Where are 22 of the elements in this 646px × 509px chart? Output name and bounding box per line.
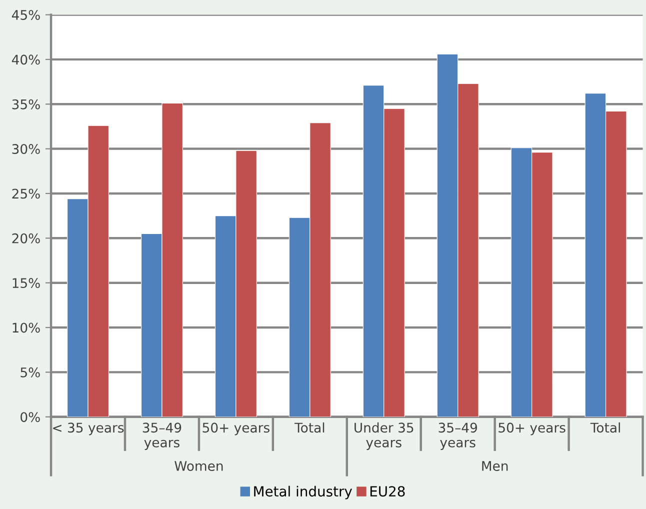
y-tick-label: 15% [12, 278, 40, 288]
x-tick-label: 35–49 years [438, 422, 478, 450]
legend-label: EU28 [370, 486, 405, 497]
y-tick-label: 20% [12, 233, 40, 244]
y-tick-label: 45% [12, 10, 40, 20]
y-tick-label: 35% [12, 99, 40, 110]
x-tick-label: Total [590, 422, 620, 433]
text: Men [482, 461, 508, 471]
x-tick-label: < 35 years [53, 422, 124, 436]
x-tick-label: Total [294, 422, 324, 433]
y-tick-label: 30% [12, 144, 40, 154]
x-tick-label: 35–49 years [142, 422, 182, 450]
x-tick-label: Under 35 years [354, 422, 414, 450]
y-tick-label: 40% [12, 54, 40, 65]
text: Women [174, 461, 223, 471]
legend-label: Metal industry [254, 486, 352, 500]
y-tick-label: 10% [12, 322, 40, 333]
y-tick-label: 25% [12, 188, 40, 199]
x-tick-label: 50+ years [202, 422, 270, 436]
x-tick-label: 50+ years [498, 422, 566, 436]
y-tick-label: 5% [20, 367, 40, 378]
y-tick-label: 0% [20, 412, 40, 422]
